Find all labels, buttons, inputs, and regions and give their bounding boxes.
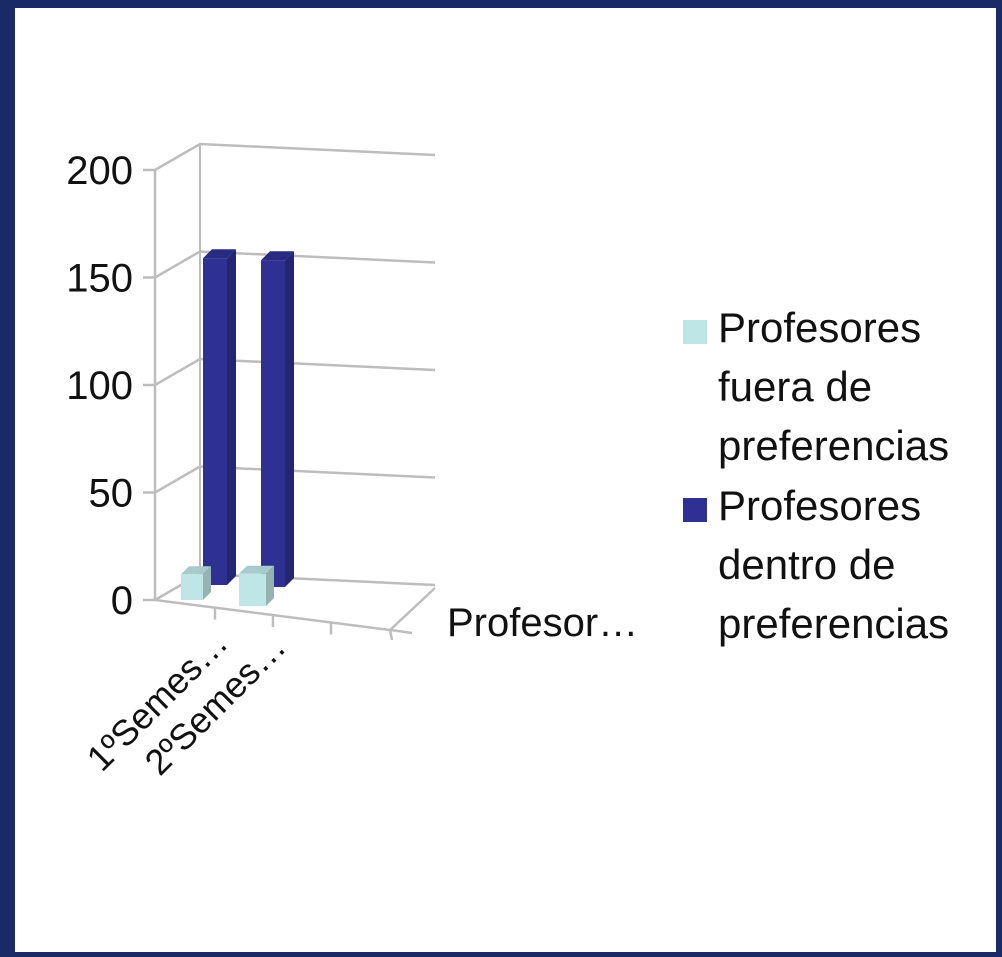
bar-front	[239, 573, 266, 606]
bar-side	[203, 566, 211, 600]
legend-swatch	[683, 498, 707, 522]
bar-side	[285, 251, 294, 587]
legend-label: Profesores	[718, 304, 921, 351]
depth-axis-label: Profesor…	[447, 601, 638, 645]
x-axis-labels: 1ºSemes…2ºSemes…	[79, 622, 294, 783]
chart-gridlines	[143, 142, 436, 602]
legend-label: Profesores	[718, 482, 921, 529]
bar-side	[266, 565, 274, 606]
bar-top	[261, 251, 294, 261]
legend-label: preferencias	[718, 422, 949, 469]
chart-floor	[154, 587, 436, 641]
legend-label: fuera de	[718, 363, 872, 410]
legend-label: dentro de	[718, 541, 895, 588]
bar-front	[261, 260, 285, 587]
bar-top	[239, 565, 274, 574]
bar-front	[181, 574, 203, 600]
y-axis-ticks: 0 50 100 150 200	[66, 149, 133, 623]
gridline	[154, 250, 436, 279]
gridline	[154, 142, 436, 172]
y-tick-label: 50	[89, 472, 134, 516]
y-tick-label: 0	[111, 579, 133, 623]
y-tick-label: 100	[66, 364, 133, 408]
legend-swatch	[683, 320, 707, 344]
gridline	[154, 357, 436, 387]
bar-side	[227, 249, 236, 585]
y-tick-label: 200	[66, 149, 133, 193]
floor-tick	[388, 629, 394, 641]
bar-top	[181, 566, 211, 575]
bar-top	[203, 249, 236, 259]
legend-label: preferencias	[718, 600, 949, 647]
legend: Profesores fuera de preferencias Profesores…	[683, 304, 949, 647]
chart-bars	[181, 249, 294, 606]
depth-tick-mark	[390, 628, 413, 635]
bar-front	[203, 258, 227, 585]
y-tick-label: 150	[66, 257, 133, 301]
gridline	[154, 465, 436, 494]
